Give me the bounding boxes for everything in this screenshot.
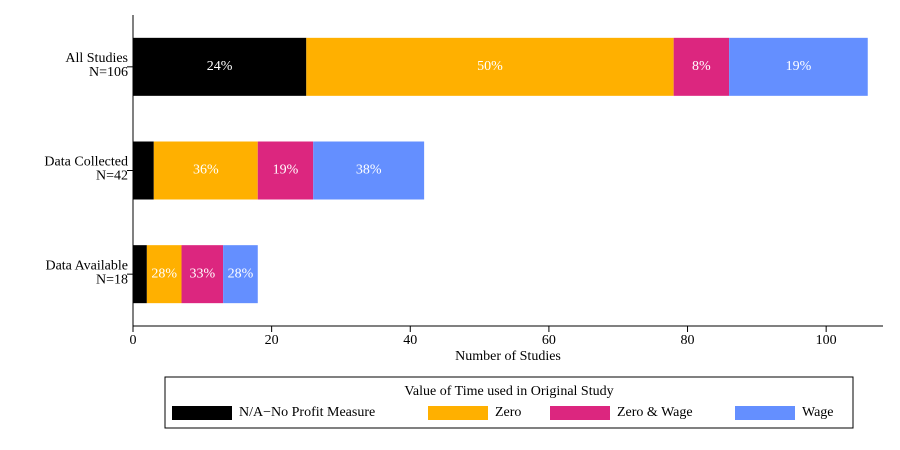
y-tick-label: Data Available — [45, 258, 128, 273]
y-tick-label: Data Collected — [44, 155, 128, 170]
data-label: 50% — [477, 59, 503, 74]
data-label: 28% — [228, 266, 254, 281]
bar-segment — [133, 141, 154, 200]
bar-segment — [306, 37, 674, 96]
legend-box — [164, 376, 854, 429]
bar-segment — [257, 141, 314, 200]
x-tick-label: 80 — [681, 333, 695, 348]
legend-swatch — [735, 406, 795, 420]
data-label: 38% — [356, 163, 382, 178]
legend-title: Value of Time used in Original Study — [404, 384, 613, 399]
bar-segment — [133, 245, 147, 304]
bar-segment — [181, 245, 224, 304]
data-label: 28% — [151, 266, 177, 281]
y-tick-label: N=18 — [96, 272, 128, 287]
x-tick-label: 100 — [816, 333, 837, 348]
legend-label: Wage — [802, 405, 834, 420]
x-axis-label: Number of Studies — [455, 349, 561, 364]
x-tick-label: 40 — [403, 333, 417, 348]
bar-segment — [673, 37, 730, 96]
legend-swatch — [550, 406, 610, 420]
data-label: 36% — [193, 163, 219, 178]
legend-label: Zero & Wage — [617, 405, 693, 420]
data-label: 33% — [189, 266, 215, 281]
data-label: 8% — [692, 59, 711, 74]
legend-label: N/A−No Profit Measure — [239, 405, 375, 420]
y-tick-label: N=106 — [89, 65, 128, 80]
y-tick-label: N=42 — [96, 169, 128, 184]
x-tick-label: 20 — [265, 333, 279, 348]
x-tick-label: 0 — [130, 333, 137, 348]
bar-segment — [223, 245, 258, 304]
y-tick-label: All Studies — [65, 51, 128, 66]
x-tick-label: 60 — [542, 333, 556, 348]
bar-segment — [313, 141, 425, 200]
data-label: 19% — [786, 59, 812, 74]
bar-segment — [729, 37, 868, 96]
legend-label: Zero — [495, 405, 521, 420]
bar-segment — [133, 37, 307, 96]
bar-segment — [146, 245, 182, 304]
legend-swatch — [172, 406, 232, 420]
data-label: 24% — [207, 59, 233, 74]
bar-segment — [153, 141, 258, 200]
legend-swatch — [428, 406, 488, 420]
data-label: 19% — [273, 163, 299, 178]
